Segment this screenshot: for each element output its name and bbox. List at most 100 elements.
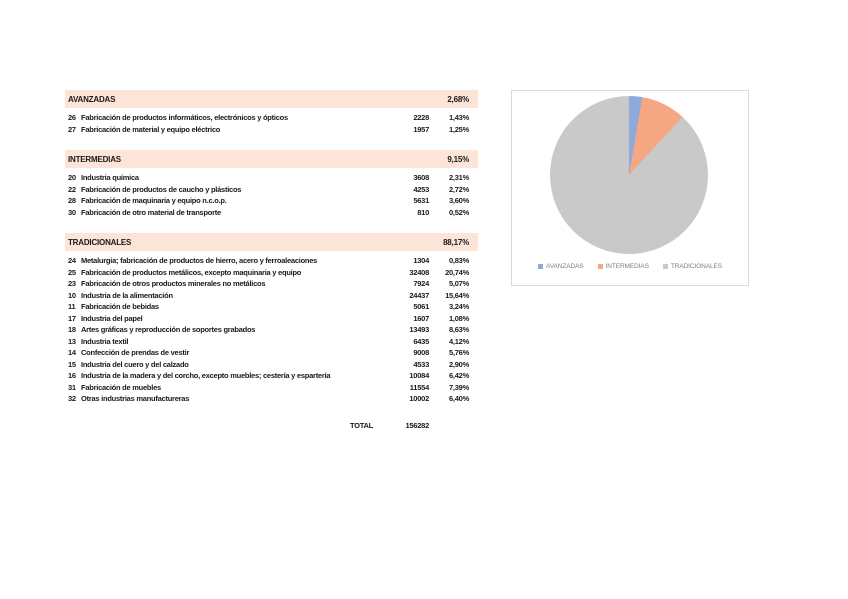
row-percent: 1,08% [448,313,469,323]
row-percent: 2,72% [448,184,469,194]
row-label: Otras industrias manufactureras [81,394,190,404]
section-percent: 88,17% [443,237,469,247]
row-code: 22 [68,184,76,194]
table-row: 13 Industria textil 6435 4,12% [65,336,478,348]
legend-label: INTERMEDIAS [605,263,649,270]
row-label: Fabricación de bebidas [81,302,159,312]
table-section-avanzadas: AVANZADAS 2,68% 26 Fabricación de productos… [65,90,478,135]
table-section-intermedias: INTERMEDIAS 9,15% 20 Industria química 3608 2… [65,150,478,218]
row-percent: 5,07% [448,279,469,289]
section-header: INTERMEDIAS 9,15% [65,150,478,168]
row-label: Industria de la alimentación [81,290,173,300]
row-value: 10002 [409,394,429,404]
legend-swatch-icon [597,264,603,269]
table-row: 24 Metalurgia; fabricación de productos d… [65,255,478,267]
row-code: 17 [68,313,76,323]
section-header: TRADICIONALES 88,17% [65,233,478,251]
section-percent: 9,15% [447,154,469,164]
table-row: 18 Artes gráficas y reproducción de sopor… [65,324,478,336]
row-code: 25 [68,267,76,277]
row-value: 11554 [409,382,429,392]
row-code: 26 [68,113,76,123]
table-row: 10 Industria de la alimentación 24437 15,64… [65,290,478,302]
row-value: 5061 [413,302,429,312]
row-value: 10084 [409,371,429,381]
legend-swatch-icon [538,264,544,269]
table-row: 11 Fabricación de bebidas 5061 3,24% [65,301,478,313]
row-percent: 20,74% [445,267,469,277]
row-code: 24 [68,256,76,266]
legend-label: AVANZADAS [546,263,584,270]
table-row: 22 Fabricación de productos de caucho y p… [65,184,478,196]
pie-chart [550,96,708,254]
row-percent: 2,31% [448,173,469,183]
row-code: 13 [68,336,76,346]
row-code: 27 [68,124,76,134]
table-section-tradicionales: TRADICIONALES 88,17% 24 Metalurgia; fabrica… [65,233,478,405]
industry-table: AVANZADAS 2,68% 26 Fabricación de productos… [65,90,478,432]
table-row: 28 Fabricación de maquinaria y equipo n.c… [65,195,478,207]
row-code: 16 [68,371,76,381]
row-value: 3608 [413,173,429,183]
row-value: 2228 [413,113,429,123]
row-value: 6435 [413,336,429,346]
row-percent: 8,63% [448,325,469,335]
table-row: 31 Fabricación de muebles 11554 7,39% [65,382,478,394]
total-value: 156282 [405,421,429,430]
section-title: TRADICIONALES [68,237,132,247]
row-label: Fabricación de otros productos minerales… [81,279,266,289]
legend-item-avanzadas: AVANZADAS [538,263,584,270]
legend-swatch-icon [662,264,668,269]
row-value: 1607 [413,313,429,323]
section-rows: 26 Fabricación de productos informáticos,… [65,112,478,135]
row-code: 30 [68,207,76,217]
row-value: 4533 [413,359,429,369]
row-code: 20 [68,173,76,183]
table-row: 32 Otras industrias manufactureras 10002 6,… [65,393,478,405]
table-row: 20 Industria química 3608 2,31% [65,172,478,184]
row-label: Artes gráficas y reproducción de soporte… [81,325,256,335]
row-code: 10 [68,290,76,300]
row-percent: 6,40% [448,394,469,404]
table-row: 14 Confección de prendas de vestir 9008 5,7… [65,347,478,359]
row-label: Fabricación de material y equipo eléctri… [81,124,221,134]
row-value: 7924 [413,279,429,289]
row-label: Metalurgia; fabricación de productos de … [81,256,318,266]
section-percent: 2,68% [447,94,469,104]
row-code: 18 [68,325,76,335]
row-percent: 3,24% [448,302,469,312]
section-title: INTERMEDIAS [68,154,121,164]
row-label: Industria de la madera y del corcho, exc… [81,371,331,381]
row-code: 14 [68,348,76,358]
row-code: 31 [68,382,76,392]
row-label: Industria del papel [81,313,143,323]
row-value: 810 [417,207,429,217]
table-row: 30 Fabricación de otro material de transp… [65,207,478,219]
row-percent: 1,43% [448,113,469,123]
row-value: 1957 [413,124,429,134]
table-row: 16 Industria de la madera y del corcho, e… [65,370,478,382]
row-label: Fabricación de muebles [81,382,161,392]
table-row: 23 Fabricación de otros productos mineral… [65,278,478,290]
total-label: TOTAL [349,421,373,430]
row-percent: 1,25% [448,124,469,134]
row-value: 1304 [413,256,429,266]
row-code: 15 [68,359,76,369]
row-value: 4253 [413,184,429,194]
row-label: Fabricación de maquinaria y equipo n.c.o… [81,196,227,206]
row-percent: 3,60% [448,196,469,206]
row-label: Industria química [81,173,139,183]
pie-chart-panel: AVANZADAS INTERMEDIAS TRADICIONALES [511,90,749,286]
legend-label: TRADICIONALES [670,263,722,270]
table-row: 15 Industria del cuero y del calzado 4533 2… [65,359,478,371]
row-code: 11 [68,302,76,312]
table-row: 17 Industria del papel 1607 1,08% [65,313,478,325]
chart-legend: AVANZADAS INTERMEDIAS TRADICIONALES [512,263,748,270]
total-row: TOTAL 156282 [65,420,478,432]
row-code: 28 [68,196,76,206]
table-row: 25 Fabricación de productos metálicos, ex… [65,267,478,279]
row-value: 13493 [409,325,429,335]
row-value: 5631 [413,196,429,206]
legend-item-tradicionales: TRADICIONALES [662,263,722,270]
table-row: 26 Fabricación de productos informáticos,… [65,112,478,124]
